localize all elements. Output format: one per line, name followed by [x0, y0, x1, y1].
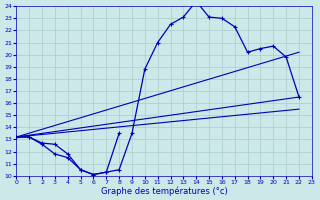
X-axis label: Graphe des températures (°c): Graphe des températures (°c) — [101, 186, 228, 196]
